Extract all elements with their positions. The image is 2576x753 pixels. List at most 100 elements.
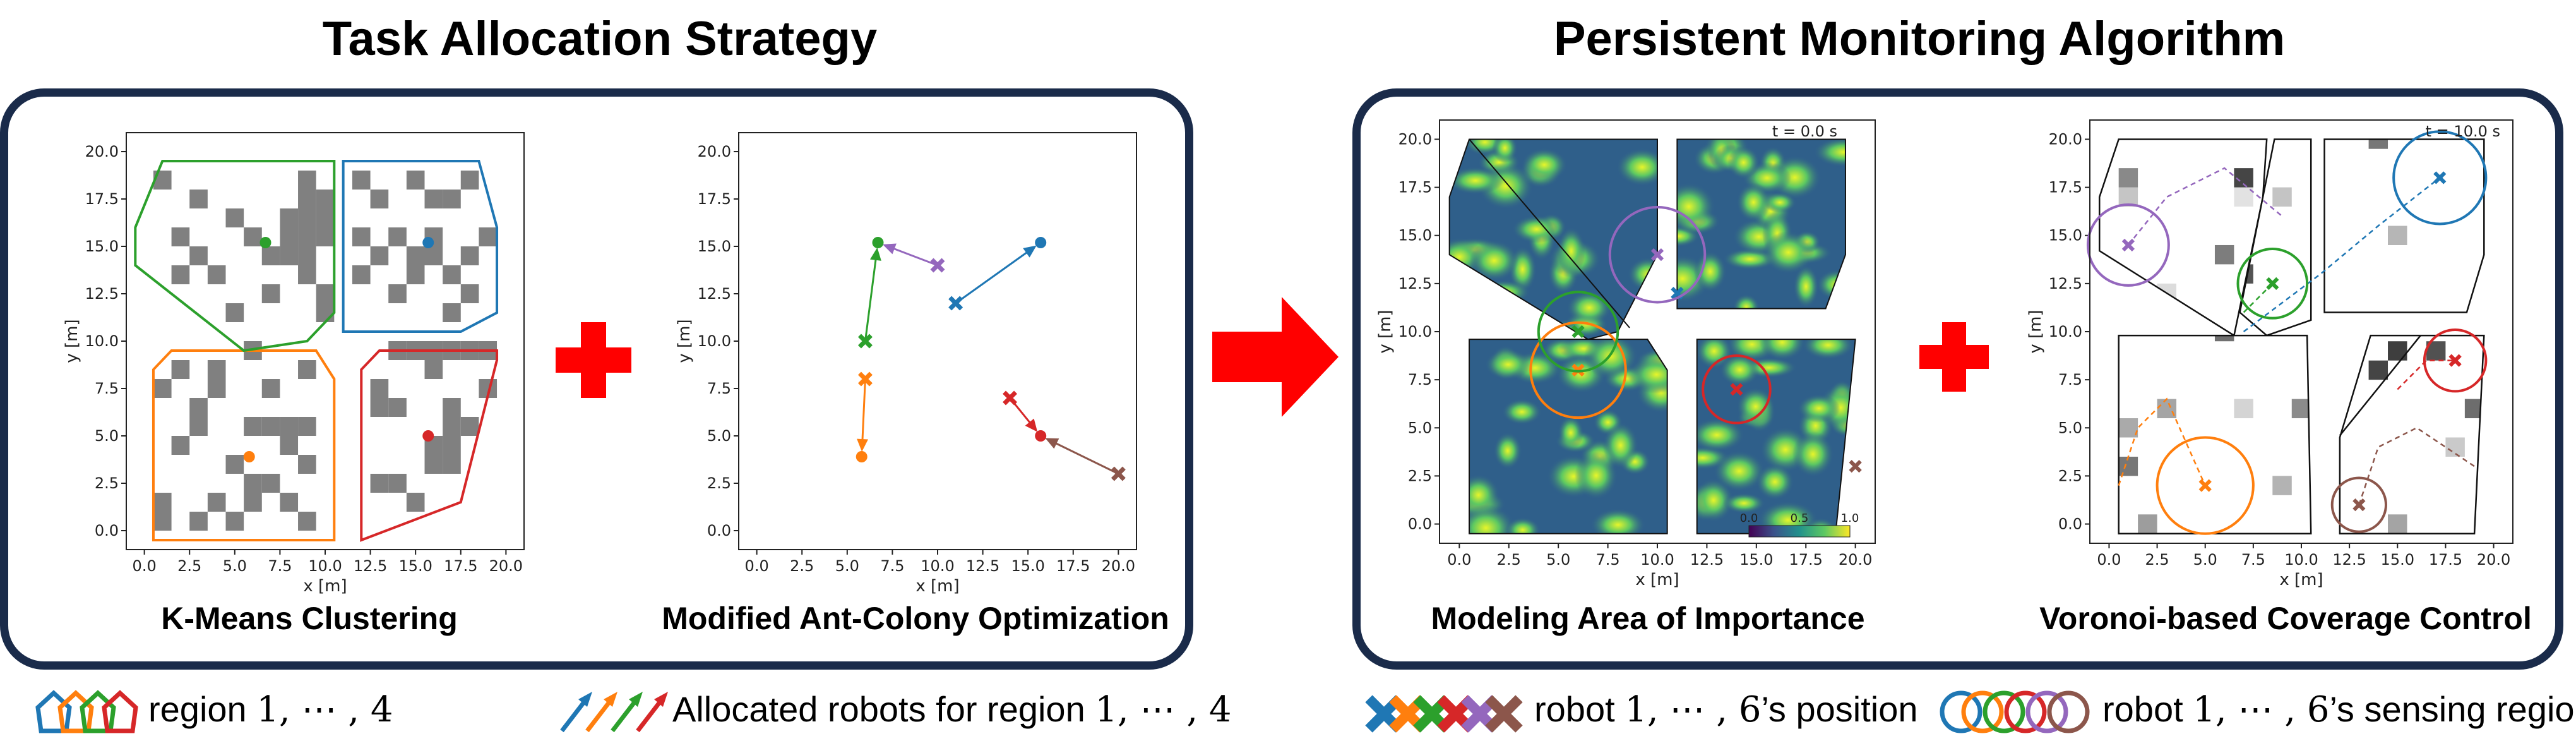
coverage-cell (2099, 438, 2118, 457)
x-tick-label: 5.0 (2193, 551, 2217, 569)
obstacle-cell (370, 398, 389, 417)
y-tick-label: 0.0 (707, 522, 731, 539)
cell-border (1448, 138, 1658, 340)
y-tick-label: 7.5 (1408, 371, 1432, 389)
obstacle-cell (225, 512, 244, 531)
importance-blob (1575, 451, 1618, 500)
partition-line (2339, 335, 2421, 437)
x-tick-label: 10.0 (1640, 551, 1674, 569)
obstacle-cell (280, 246, 299, 265)
centroid-orange (243, 451, 255, 462)
importance-blob (1693, 251, 1727, 292)
sensing-region-legend-icon (1940, 690, 2090, 733)
importance-blob (1602, 422, 1638, 469)
obstacle-cell (189, 417, 208, 436)
obstacle-cell (388, 474, 407, 493)
region-green (134, 160, 336, 352)
y-tick-label: 12.5 (698, 285, 731, 303)
voronoi-axes: 0.0 2.5 5.0 7.5 10.0 12.5 15.0 17.5 20.0 0.0 2.5 5.… (2026, 130, 2510, 589)
coverage-cell (2099, 514, 2118, 533)
importance-blob (1492, 139, 1518, 164)
coverage-cell (2118, 456, 2138, 476)
obstacle-cell (460, 417, 479, 436)
centroid-green (259, 237, 271, 248)
x-tick-label: 12.5 (966, 557, 999, 575)
importance-blob (1756, 464, 1794, 500)
coverage-cell (2388, 341, 2407, 361)
arrowhead-green (870, 247, 881, 261)
allocated-legend-label: Allocated robots for region 1, ⋯ , 4 (672, 689, 1232, 730)
right-title: Persistent Monitoring Algorithm (1553, 12, 2286, 66)
x-tick-label: 7.5 (1596, 551, 1620, 569)
coverage-cell (2484, 303, 2503, 322)
region-orange (152, 349, 336, 541)
importance-plot: 0.0 2.5 5.0 7.5 10.0 12.5 15.0 17.5 20.0 0.0 2.5 5.… (1376, 119, 1876, 589)
coverage-cell (2214, 244, 2234, 265)
obstacle-cell (225, 303, 244, 322)
cell-background (2118, 335, 2311, 534)
obstacle-cell (189, 190, 208, 208)
obstacle-cell (406, 171, 425, 190)
y-tick-label: 7.5 (95, 380, 119, 397)
importance-blob (1566, 291, 1612, 325)
robot-position-legend-label: robot 1, ⋯ , 6’s position (1534, 689, 1917, 730)
robot-position-range: 1, ⋯ , 6 (1625, 689, 1762, 730)
robot-green (1571, 325, 1585, 339)
importance-blob (1762, 231, 1815, 274)
obstacle-cell (189, 512, 208, 531)
obstacle-cell (280, 493, 299, 512)
y-tick-label: 17.5 (1398, 179, 1432, 196)
y-tick-label: 0.0 (1408, 515, 1432, 533)
x-tick-label: 7.5 (268, 557, 292, 575)
robot-blue (948, 296, 963, 311)
plus-icon (556, 322, 631, 398)
y-tick-label: 15.0 (698, 238, 731, 255)
target-orange (856, 451, 868, 462)
robot-position-legend-icon (1365, 695, 1523, 733)
importance-blob (1505, 517, 1541, 534)
plot-frame (126, 132, 525, 550)
x-tick-label: 10.0 (2284, 551, 2318, 569)
trajectory-red (2397, 359, 2455, 390)
obstacle-cell (298, 208, 316, 227)
coverage-cell (2272, 187, 2292, 207)
importance-blob (1677, 183, 1715, 231)
obstacle-cell (443, 455, 461, 474)
robot-purple (930, 258, 945, 273)
x-axis-label: x [m] (2279, 570, 2323, 589)
y-tick-label: 15.0 (1398, 227, 1432, 244)
obstacle-cell (207, 379, 226, 398)
x-tick-label: 2.5 (790, 557, 814, 575)
sensing-circle-brown (2330, 476, 2388, 533)
robot-brown (1111, 466, 1126, 481)
allocation-arrow-orange (861, 378, 866, 445)
obstacle-cell (244, 227, 262, 246)
robot-orange (857, 371, 873, 387)
obstacle-cell (261, 474, 280, 493)
sensing-circle-orange (2156, 436, 2255, 535)
coverage-cell (2484, 322, 2503, 341)
allocation-arrow-blue (955, 249, 1031, 304)
obstacle-cell (443, 398, 461, 417)
y-axis-label: y [m] (63, 319, 81, 363)
obstacle-cell (189, 398, 208, 417)
obstacle-cell (298, 512, 316, 531)
importance-blob (1478, 280, 1530, 304)
importance-blob (1484, 349, 1532, 380)
voronoi-caption: Voronoi-based Coverage Control (2039, 601, 2532, 636)
importance-cell (1677, 139, 1846, 309)
importance-blob (1723, 493, 1765, 514)
y-tick-label: 5.0 (707, 427, 731, 445)
kmeans-caption: K-Means Clustering (161, 601, 458, 636)
circle-red-icon (2004, 690, 2047, 733)
x-tick-label: 17.5 (1789, 551, 1823, 569)
robot-purple (1650, 248, 1664, 262)
obstacle-cell (352, 265, 371, 284)
cell-border (2239, 138, 2312, 337)
arrowhead-orange (857, 438, 869, 452)
circle-blue-icon (1940, 690, 1983, 733)
y-tick-label: 2.5 (707, 474, 731, 492)
obstacle-cell (225, 208, 244, 227)
sensing-circle-purple (1608, 205, 1707, 304)
y-tick-label: 5.0 (95, 427, 119, 445)
